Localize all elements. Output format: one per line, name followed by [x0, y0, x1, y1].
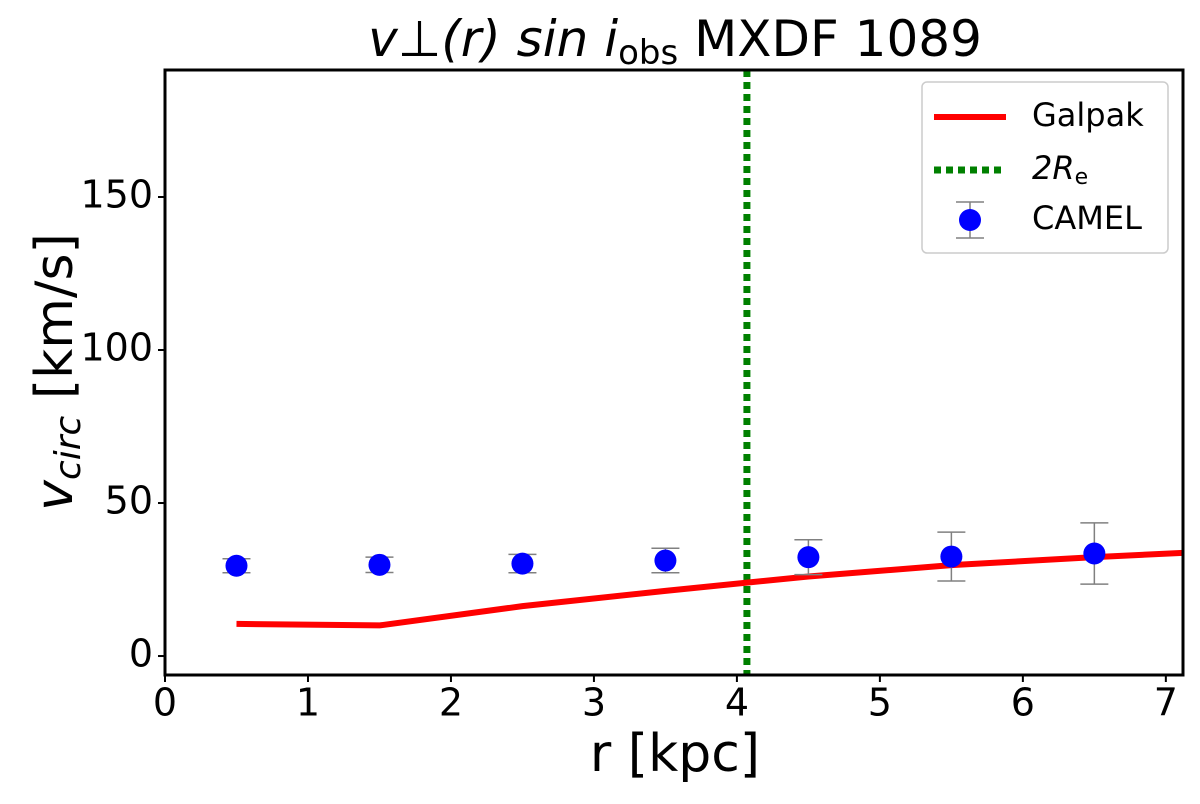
line-series [236, 549, 1183, 629]
y-tick-label: 0 [129, 632, 153, 676]
title-tail: MXDF 1089 [678, 10, 982, 68]
x-tick-label: 6 [1011, 681, 1035, 725]
ylabel-tail: [km/s] [25, 233, 85, 415]
title-sub: obs [618, 33, 678, 73]
legend-label: CAMEL [1032, 199, 1142, 237]
y-axis-label: vcirc [km/s] [25, 233, 89, 511]
x-tick-label: 7 [1154, 681, 1178, 725]
x-tick-label: 1 [296, 681, 320, 725]
legend-swatch [959, 209, 981, 231]
point [511, 552, 534, 575]
x-tick-label: 0 [153, 681, 177, 725]
legend: Galpak 2Re CAMEL [921, 81, 1169, 254]
point [1083, 542, 1106, 565]
x-tick-label: 4 [725, 681, 749, 725]
y-tick-label: 100 [80, 326, 153, 370]
point [368, 553, 391, 576]
ylabel-sub: circ [48, 415, 89, 480]
x-tick-label: 3 [582, 681, 606, 725]
y-tick-label: 50 [105, 479, 153, 523]
title-main: v⊥(r) sin i [368, 10, 618, 68]
y-tick-label: 150 [80, 172, 153, 216]
x-tick-label: 5 [868, 681, 892, 725]
legend-label: 2Re [1032, 149, 1088, 190]
legend-label-main: 2R [1032, 149, 1075, 187]
plot-area [222, 70, 1183, 675]
legend-label: Galpak [1032, 96, 1144, 134]
point [654, 549, 677, 572]
legend-box [921, 81, 1169, 254]
x-tick-label: 2 [439, 681, 463, 725]
point [940, 545, 963, 568]
chart-title: v⊥(r) sin iobs MXDF 1089 [368, 10, 982, 73]
axes-frame [163, 68, 1185, 677]
point [225, 554, 248, 577]
legend-label-sub: e [1075, 165, 1089, 190]
ylabel-main: v [25, 479, 85, 511]
point [797, 546, 820, 569]
x-axis-label: r [kpc] [590, 724, 760, 784]
